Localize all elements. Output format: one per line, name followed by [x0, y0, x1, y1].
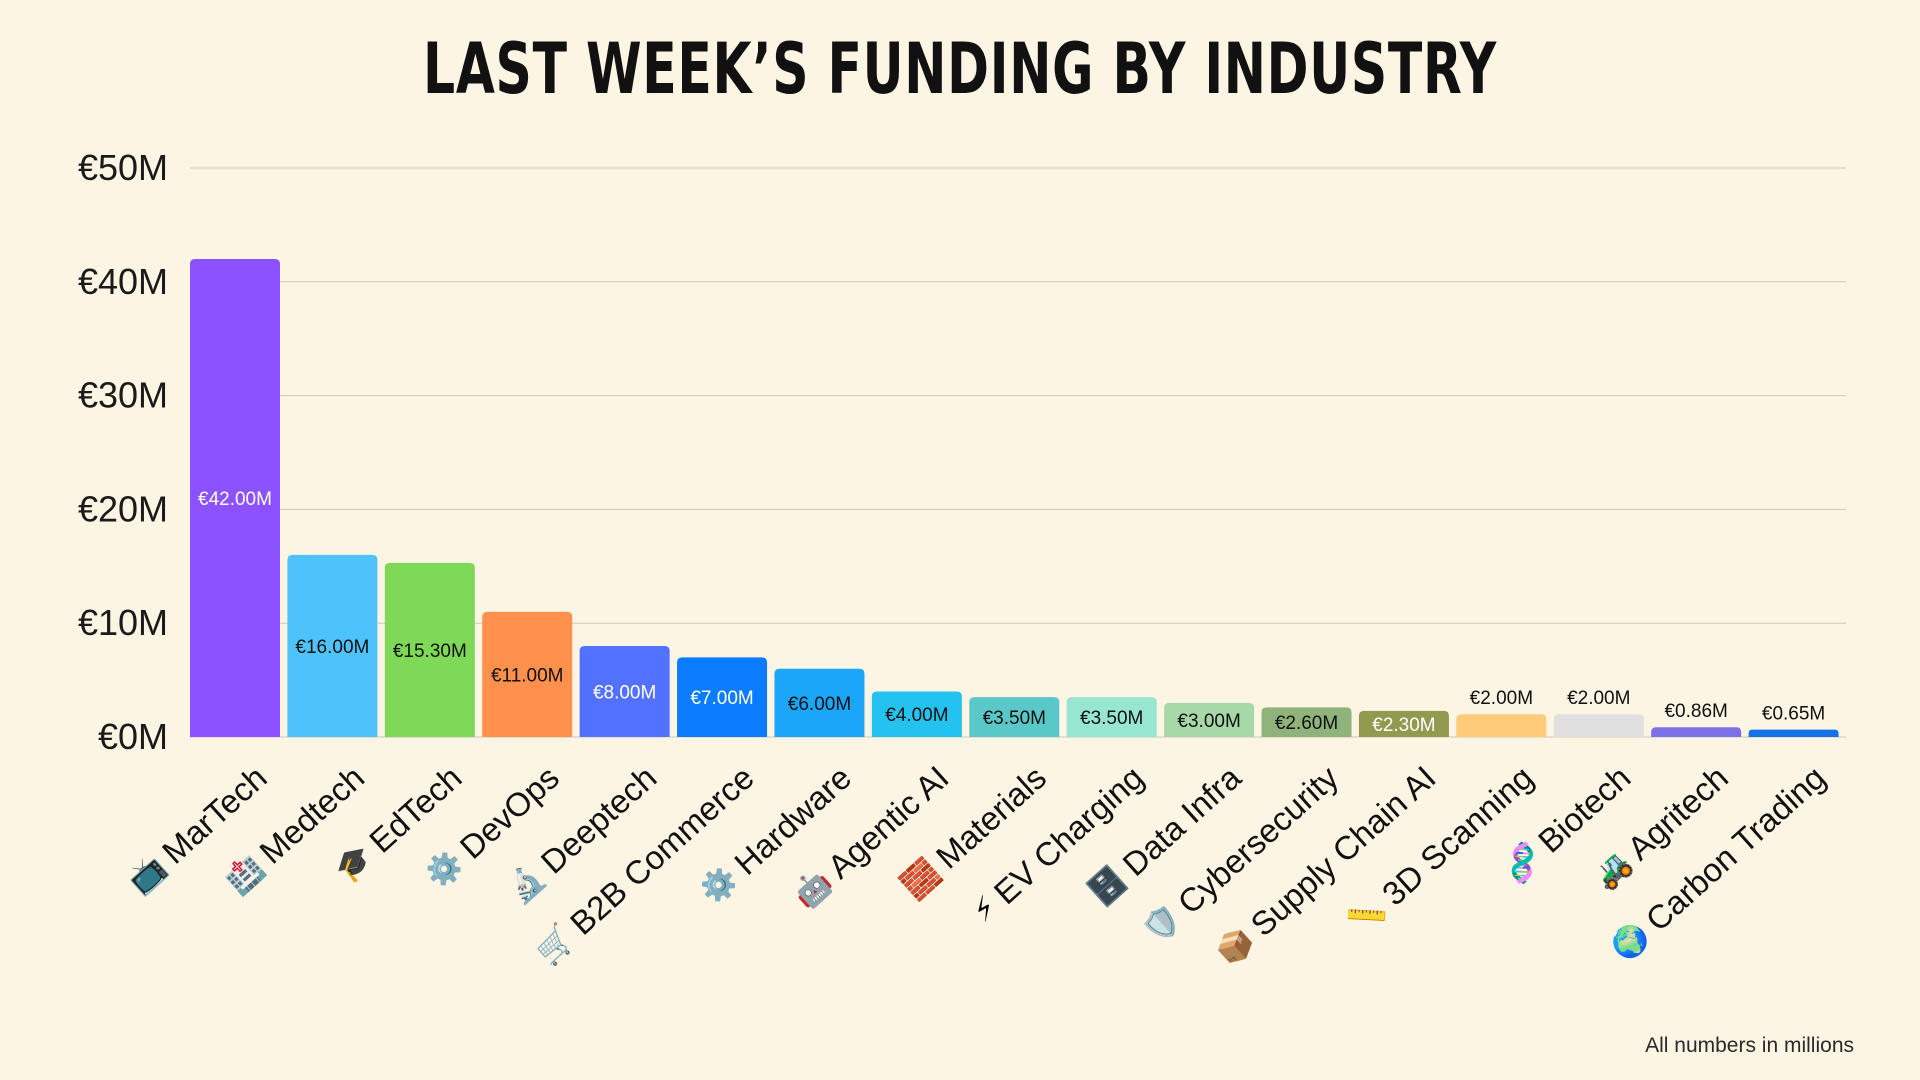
- bar-deeptech: [579, 645, 670, 737]
- y-axis-ticks: €0M €10M €20M €30M €40M €50M: [78, 147, 168, 757]
- value-label-b2b-commerce: €7.00M: [690, 688, 753, 709]
- value-label-martech: €42.00M: [198, 489, 272, 510]
- value-label-cybersecurity: €2.60M: [1275, 713, 1338, 734]
- value-label-3d-scanning: €2.00M: [1470, 688, 1533, 709]
- y-tick-label: €0M: [98, 716, 168, 757]
- graduation-cap-icon: 🎓: [329, 838, 380, 889]
- value-label-agentic-ai: €4.00M: [885, 705, 948, 726]
- ruler-icon: 📏: [1341, 890, 1393, 942]
- gear-icon: ⚙️: [693, 859, 745, 911]
- value-label-hardware: €6.00M: [788, 694, 851, 715]
- value-label-supply-chain-ai: €2.30M: [1372, 715, 1435, 736]
- bar-biotech: [1553, 714, 1644, 737]
- bar-devops: [482, 611, 573, 737]
- bar-3d-scanning: [1456, 714, 1547, 737]
- y-tick-label: €20M: [78, 488, 168, 529]
- category-label: Carbon Trading: [1639, 759, 1833, 939]
- shopping-cart-icon: 🛒: [529, 919, 581, 971]
- bar-b2b-commerce: [677, 657, 768, 737]
- value-label-devops: €11.00M: [491, 665, 564, 686]
- value-label-carbon-trading: €0.65M: [1762, 704, 1825, 725]
- bar-ev-charging: [1066, 697, 1157, 737]
- chart-title: LAST WEEK’S FUNDING BY INDUSTRY: [422, 28, 1497, 110]
- gear-icon: ⚙️: [419, 843, 471, 895]
- category-label: EdTech: [362, 759, 469, 860]
- globe-icon: 🌍: [1605, 916, 1657, 968]
- hospital-icon: 🏥: [218, 848, 270, 900]
- value-label-medtech: €16.00M: [295, 637, 369, 658]
- bar-data-infra: [1164, 702, 1255, 737]
- x-label-ev-charging: EV Charging⚡: [965, 759, 1150, 930]
- value-label-edtech: €15.30M: [393, 641, 467, 662]
- x-axis-labels: MarTech📺Medtech🏥EdTech🎓 DevOps⚙️ Deeptech🔬…: [122, 758, 1833, 973]
- value-label-ev-charging: €3.50M: [1080, 708, 1143, 729]
- tv-icon: 📺: [122, 849, 173, 900]
- bar-agritech: [1651, 727, 1742, 737]
- value-label-data-infra: €3.00M: [1177, 711, 1240, 732]
- bar-agentic-ai: [871, 691, 962, 737]
- y-tick-label: €10M: [78, 602, 168, 643]
- bar-medtech: [287, 554, 378, 737]
- bar-materials: [969, 697, 1060, 737]
- category-label: MarTech: [155, 759, 274, 871]
- category-label: Biotech: [1531, 759, 1638, 860]
- bar-edtech: [384, 562, 475, 737]
- value-label-deeptech: €8.00M: [593, 682, 656, 703]
- package-icon: 📦: [1209, 921, 1261, 973]
- robot-icon: 🤖: [786, 863, 838, 915]
- y-tick-label: €30M: [78, 375, 168, 416]
- y-tick-label: €40M: [78, 261, 168, 302]
- value-label-materials: €3.50M: [983, 708, 1046, 729]
- bar-cybersecurity: [1261, 707, 1352, 737]
- bars: [190, 259, 1839, 737]
- file-cabinet-icon: 🗄️: [1081, 861, 1133, 913]
- tractor-icon: 🚜: [1587, 845, 1638, 896]
- shield-icon: 🛡️: [1137, 899, 1189, 951]
- bar-carbon-trading: [1748, 729, 1839, 737]
- value-label-agritech: €0.86M: [1664, 701, 1727, 722]
- brick-icon: 🧱: [895, 853, 947, 905]
- bar-martech: [190, 259, 280, 737]
- value-label-biotech: €2.00M: [1567, 688, 1630, 709]
- bar-supply-chain-ai: [1358, 710, 1449, 737]
- value-labels: €42.00M €16.00M €15.30M €11.00M €8.00M €7.00M…: [198, 489, 1825, 736]
- bar-hardware: [774, 668, 865, 737]
- y-tick-label: €50M: [78, 147, 168, 188]
- footnote: All numbers in millions: [1645, 1034, 1854, 1057]
